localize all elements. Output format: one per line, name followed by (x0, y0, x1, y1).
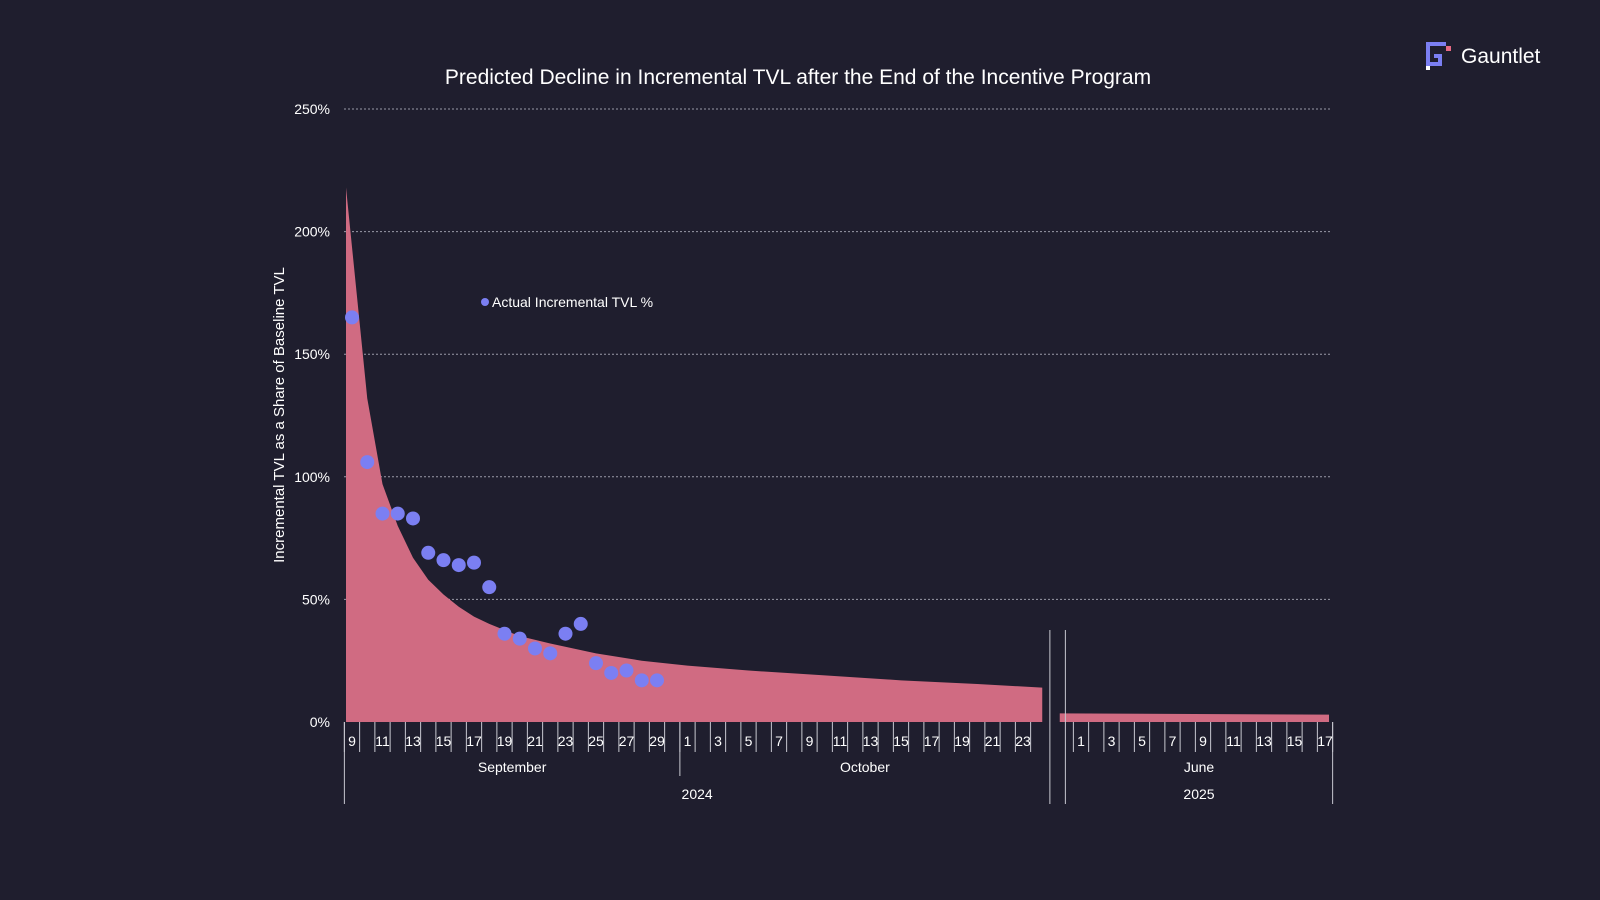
predicted-area-segment (1059, 713, 1329, 722)
actual-point (375, 506, 390, 521)
x-tick-label: 3 (1108, 733, 1116, 749)
x-tick-label: 11 (833, 733, 848, 749)
gridlines (344, 108, 1331, 600)
x-tick-label: 15 (893, 733, 909, 749)
actual-point (482, 580, 497, 595)
actual-point (360, 455, 375, 470)
actual-point (451, 558, 466, 573)
x-tick-label: 25 (588, 733, 604, 749)
x-tick-label: 9 (806, 733, 814, 749)
x-tick-label: 19 (954, 733, 970, 749)
actual-point (497, 626, 512, 641)
x-tick-label: 15 (436, 733, 452, 749)
y-tick-label: 250% (294, 101, 330, 117)
brand-name: Gauntlet (1461, 45, 1541, 68)
y-tick-label: 50% (302, 591, 330, 607)
x-tick-label: 21 (985, 733, 1001, 749)
gauntlet-logo-icon (1426, 42, 1451, 70)
actual-point (558, 626, 573, 641)
x-tick-label: 9 (1199, 733, 1207, 749)
actual-point (406, 511, 420, 526)
x-tick-label: 13 (863, 733, 879, 749)
actual-point (543, 646, 558, 661)
x-tick-label: 7 (775, 733, 783, 749)
brand-logo: Gauntlet (1426, 42, 1541, 70)
y-tick-label: 200% (294, 224, 330, 240)
x-tick-label: 7 (1169, 733, 1177, 749)
y-tick-label: 100% (294, 469, 330, 485)
x-axis: 9 11 13 15 17 19 21 23 25 27 29 1 3 5 7 9 11 13 15 17 19 21 23… (343, 630, 1334, 804)
actual-point (573, 616, 588, 631)
chart-title: Predicted Decline in Incremental TVL aft… (445, 66, 1151, 89)
actual-point (345, 310, 359, 325)
x-tick-label: 3 (714, 733, 722, 749)
x-tick-label: 5 (745, 733, 753, 749)
legend-marker (481, 298, 489, 306)
x-tick-label: 9 (348, 733, 356, 749)
x-tick-label: 15 (1287, 733, 1303, 749)
x-tick-label: 23 (1015, 733, 1031, 749)
actual-points (345, 310, 664, 688)
actual-point (436, 553, 451, 568)
x-tick-label: 11 (375, 733, 390, 749)
actual-point (528, 641, 542, 656)
x-tick-label: 19 (497, 733, 513, 749)
x-tick-label: 13 (1256, 733, 1272, 749)
x-tick-label: 5 (1138, 733, 1146, 749)
x-tick-label: 17 (924, 733, 940, 749)
year-label: 2024 (682, 786, 713, 802)
y-axis-label: Incremental TVL as a Share of Baseline T… (271, 267, 288, 563)
actual-point (421, 545, 436, 560)
x-tick-label: 11 (1226, 733, 1241, 749)
legend-label: Actual Incremental TVL % (492, 294, 653, 310)
y-tick-label: 150% (294, 346, 330, 362)
x-tick-label: 1 (684, 733, 692, 749)
predicted-area (346, 187, 1329, 723)
predicted-area-segment (346, 187, 1043, 723)
legend: Actual Incremental TVL % (481, 294, 653, 310)
y-axis-ticks: 0% 50% 100% 150% 200% 250% (294, 101, 330, 730)
month-label: September (478, 759, 547, 775)
actual-point (467, 555, 481, 570)
actual-point (619, 663, 634, 678)
x-tick-label: 1 (1077, 733, 1085, 749)
x-tick-label: 23 (558, 733, 574, 749)
x-tick-label: 21 (527, 733, 543, 749)
x-tick-label: 17 (1317, 733, 1333, 749)
x-tick-label: 29 (649, 733, 665, 749)
actual-point (634, 673, 649, 688)
actual-point (604, 665, 619, 680)
x-tick-label: 17 (466, 733, 482, 749)
y-tick-label: 0% (310, 714, 330, 730)
actual-point (512, 631, 527, 646)
x-tick-label: 27 (619, 733, 635, 749)
x-tick-label: 13 (405, 733, 421, 749)
actual-point (390, 506, 405, 521)
actual-point (589, 656, 603, 671)
month-label: June (1184, 759, 1215, 775)
month-label: October (840, 759, 890, 775)
year-label: 2025 (1183, 786, 1214, 802)
actual-point (650, 673, 664, 688)
